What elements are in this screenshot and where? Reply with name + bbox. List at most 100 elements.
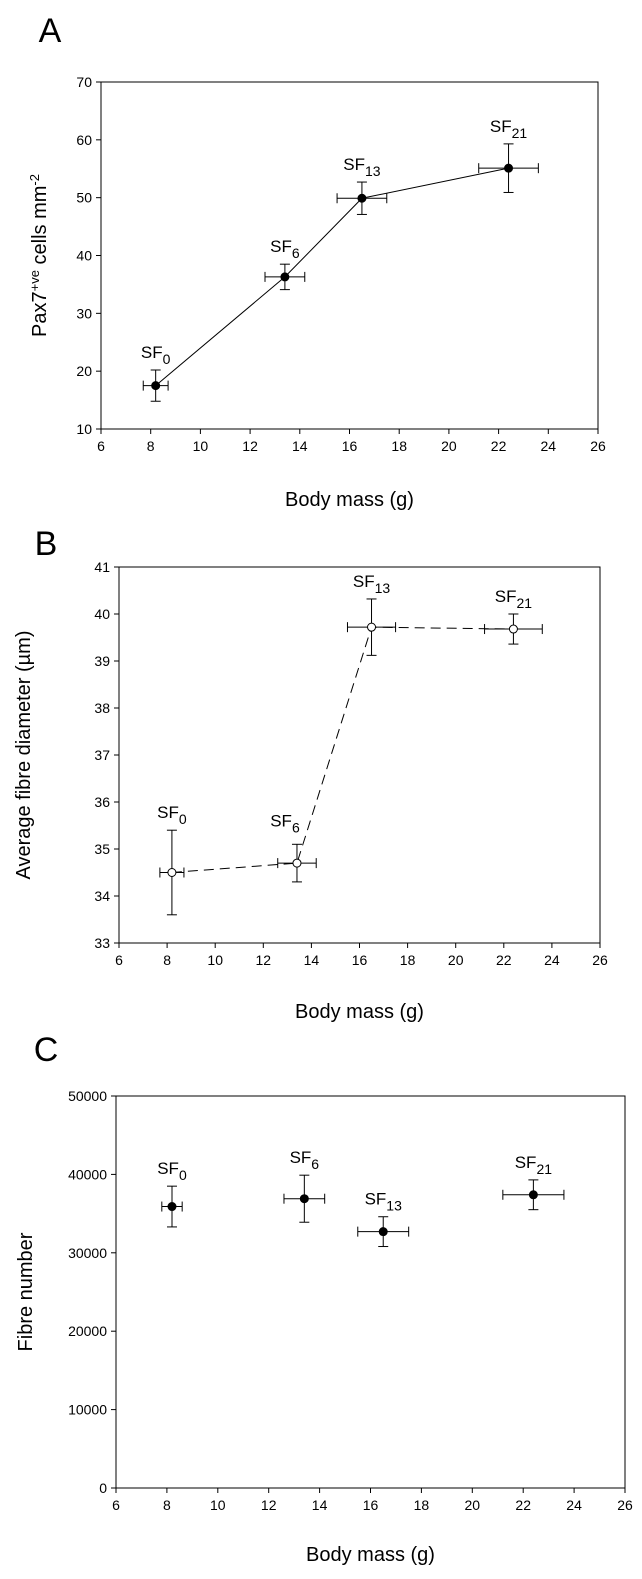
data-point-sf6: SF6 (264, 237, 306, 291)
y-tick-label: 40000 (68, 1166, 107, 1182)
marker (167, 1202, 177, 1212)
point-label-sub: 6 (311, 1156, 319, 1172)
y-tick-label: 30 (76, 305, 92, 321)
y-axis-title-main: Average fibre diameter (µm) (13, 630, 35, 879)
panel-letter: B (35, 525, 58, 563)
point-label: SF13 (343, 155, 381, 179)
y-tick-label: 30000 (68, 1245, 107, 1261)
x-tick-label: 12 (256, 952, 272, 968)
point-label-main: SF (365, 1190, 387, 1209)
point-label: SF13 (365, 1190, 403, 1214)
marker (504, 163, 514, 173)
y-tick-label: 50000 (68, 1088, 107, 1104)
marker (167, 868, 177, 877)
marker (299, 1194, 309, 1204)
x-tick-label: 10 (210, 1497, 226, 1513)
y-axis-title: Average fibre diameter (µm) (13, 630, 35, 879)
x-tick-label: 14 (304, 952, 320, 968)
y-tick-label: 50 (76, 190, 92, 206)
data-point-sf0: SF0 (157, 1159, 187, 1228)
x-axis-title: Body mass (g) (285, 489, 414, 511)
marker (528, 1190, 538, 1200)
data-point-sf13: SF13 (357, 1190, 410, 1248)
data-point-sf6: SF6 (283, 1148, 326, 1223)
x-tick-label: 20 (441, 438, 457, 454)
data-point-sf21: SF21 (484, 587, 543, 645)
plot-frame (118, 566, 601, 944)
marker (378, 1227, 388, 1237)
point-label-main: SF (495, 587, 517, 606)
data-point-sf6: SF6 (270, 811, 317, 883)
panel-c: C 6 8 10 12 14 16 18 20 22 24 26 0 10000 20000 30000 400… (15, 1031, 633, 1566)
x-tick-label: 16 (352, 952, 368, 968)
point-label-sub: 6 (292, 245, 300, 261)
series-line (171, 626, 514, 873)
y-tick-label: 40 (94, 606, 110, 622)
point-label-sub: 0 (163, 351, 171, 367)
y-tick-label: 20 (76, 363, 92, 379)
x-tick-label: 12 (261, 1497, 277, 1513)
point-label-sub: 13 (365, 163, 381, 179)
x-tick-label: 24 (544, 952, 560, 968)
x-tick-label: 6 (112, 1497, 120, 1513)
y-axis-title: Pax7+ve cells mm-2 (27, 174, 52, 337)
point-label-main: SF (515, 1153, 537, 1172)
x-tick-label: 18 (400, 952, 416, 968)
x-tick-label: 22 (515, 1497, 531, 1513)
y-axis-title-main: Fibre number (15, 1232, 37, 1351)
point-label-main: SF (343, 155, 365, 174)
data-point-sf13: SF13 (346, 572, 397, 656)
y-tick-label: 35 (94, 841, 110, 857)
data-point-sf0: SF0 (157, 803, 187, 916)
x-tick-label: 18 (391, 438, 407, 454)
point-label: SF0 (157, 803, 187, 827)
point-label-main: SF (141, 343, 163, 362)
y-tick-label: 60 (76, 132, 92, 148)
y-tick-label: 10000 (68, 1402, 107, 1418)
x-tick-label: 14 (292, 438, 308, 454)
point-label: SF21 (515, 1153, 553, 1177)
y-tick-label: 37 (94, 747, 110, 763)
x-tick-label: 6 (97, 438, 105, 454)
x-tick-label: 24 (566, 1497, 582, 1513)
point-label: SF13 (353, 572, 391, 596)
y-tick-label: 39 (94, 653, 110, 669)
marker (280, 272, 290, 282)
point-label-main: SF (353, 572, 375, 591)
data-point-sf21: SF21 (502, 1153, 565, 1211)
data-point-sf13: SF13 (336, 155, 388, 215)
y-axis-title: Fibre number (15, 1232, 37, 1351)
point-label-sub: 6 (292, 819, 300, 835)
x-tick-label: 8 (163, 952, 171, 968)
x-tick-label: 6 (115, 952, 123, 968)
y-axis-title-sup: +ve (27, 270, 42, 291)
y-tick-label: 10 (76, 421, 92, 437)
marker (357, 193, 367, 203)
x-axis-title: Body mass (g) (306, 1544, 435, 1566)
point-label: SF6 (290, 1148, 320, 1172)
panel-b: B 6 8 10 12 14 16 18 20 22 24 26 33 34 35 36 37 38 39 40 41 B… (13, 525, 608, 1023)
point-label-sub: 21 (512, 125, 528, 141)
x-tick-label: 18 (414, 1497, 430, 1513)
x-tick-label: 22 (496, 952, 512, 968)
point-label-sub: 0 (179, 1167, 187, 1183)
x-tick-label: 8 (163, 1497, 171, 1513)
marker (151, 381, 161, 391)
y-tick-label: 20000 (68, 1323, 107, 1339)
marker (292, 858, 302, 868)
point-label: SF0 (141, 343, 171, 367)
y-tick-label: 70 (76, 74, 92, 90)
panel-letter: C (34, 1031, 59, 1069)
x-tick-label: 22 (491, 438, 507, 454)
y-tick-label: 36 (94, 794, 110, 810)
point-label: SF21 (495, 587, 533, 611)
marker (508, 624, 518, 634)
point-label-sub: 0 (179, 811, 187, 827)
y-axis-title-sup2: -2 (27, 174, 42, 186)
y-axis-title-main: Pax7 (29, 291, 51, 337)
point-label-main: SF (157, 1159, 179, 1178)
point-label-main: SF (290, 1148, 312, 1167)
x-tick-label: 16 (342, 438, 358, 454)
x-tick-label: 26 (617, 1497, 633, 1513)
x-tick-label: 14 (312, 1497, 328, 1513)
